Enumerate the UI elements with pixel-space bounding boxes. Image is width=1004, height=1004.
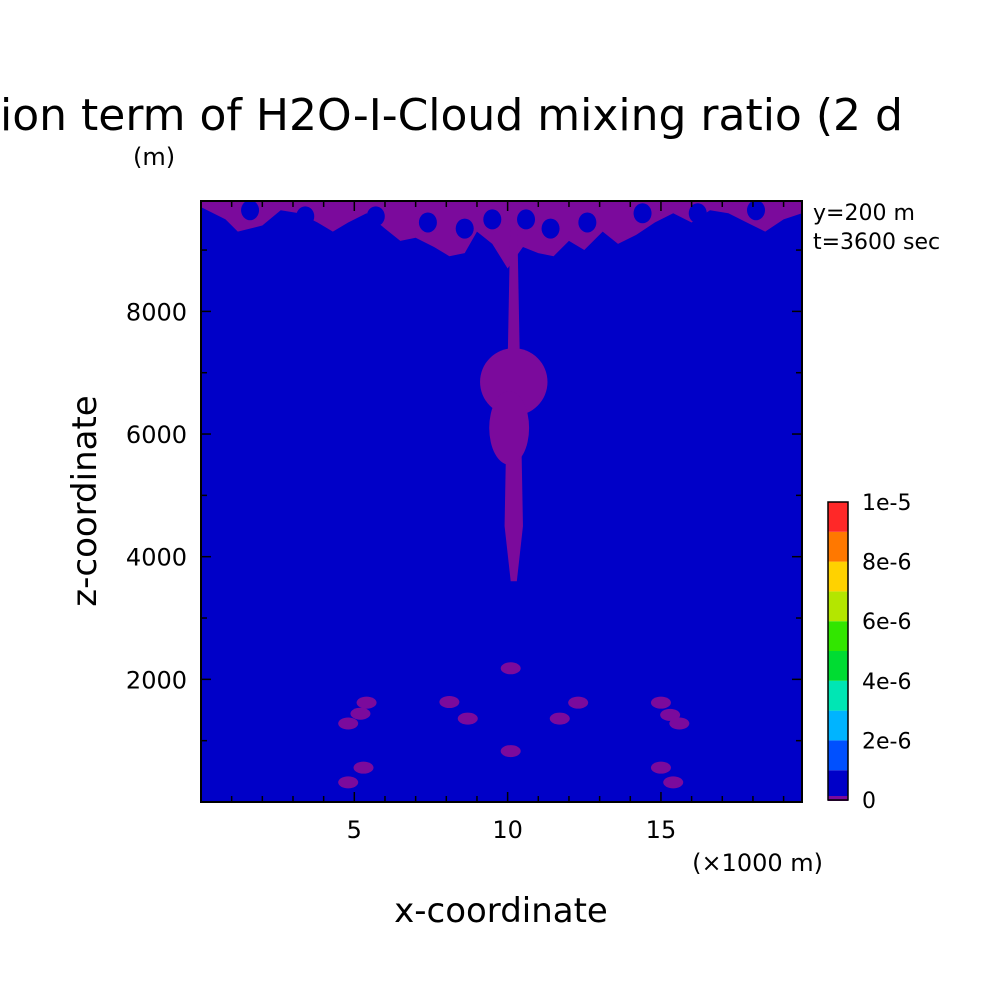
contour-patch bbox=[457, 712, 478, 725]
x-axis-label: x-coordinate bbox=[394, 891, 608, 931]
y-axis-label: z-coordinate bbox=[65, 395, 105, 606]
colorbar-underflow bbox=[828, 796, 848, 801]
colorbar-segment bbox=[828, 531, 848, 562]
colorbar-label: 8e-6 bbox=[862, 551, 911, 576]
contour-patch bbox=[650, 761, 671, 774]
title-unit: (m) bbox=[133, 143, 175, 171]
contour-gap bbox=[241, 201, 260, 221]
contour-region-column-bulge-upper bbox=[480, 348, 548, 416]
chart-title: ion term of H2O-I-Cloud mixing ratio (2 … bbox=[0, 90, 903, 141]
colorbar-segment bbox=[828, 591, 848, 622]
contour-patch bbox=[353, 761, 374, 774]
contour-patch bbox=[338, 717, 359, 730]
annotation-y: y=200 m bbox=[813, 201, 915, 226]
colorbar-label: 1e-5 bbox=[862, 491, 911, 516]
colorbar-label: 6e-6 bbox=[862, 610, 911, 635]
colorbar-segment bbox=[828, 710, 848, 741]
contour-gap bbox=[455, 218, 474, 239]
contour-gap bbox=[418, 212, 437, 233]
contour-patch bbox=[669, 717, 690, 730]
contour-patch bbox=[568, 696, 589, 709]
colorbar-segment bbox=[828, 651, 848, 681]
y-tick-label: 2000 bbox=[126, 666, 187, 694]
contour-patch bbox=[663, 776, 684, 789]
x-axis-ticks: 5 10 15 bbox=[230, 201, 785, 844]
contour-patch bbox=[350, 707, 371, 720]
contour-gap bbox=[541, 218, 560, 239]
colorbar-segment bbox=[828, 740, 848, 771]
x-tick-label: 10 bbox=[492, 816, 523, 844]
contour-region-column-bulge-mid bbox=[489, 391, 530, 465]
colorbar-label: 2e-6 bbox=[862, 729, 911, 754]
colorbar-segment bbox=[828, 770, 848, 800]
contour-patch bbox=[549, 712, 570, 725]
contour-patch bbox=[338, 776, 359, 789]
colorbar-segment bbox=[828, 680, 848, 711]
colorbar: 0 2e-6 4e-6 6e-6 8e-6 1e-5 bbox=[827, 491, 911, 814]
contour-patch bbox=[439, 696, 460, 709]
contour-gap bbox=[517, 209, 536, 230]
y-tick-label: 8000 bbox=[126, 298, 187, 326]
contour-gap bbox=[747, 201, 766, 221]
contour-gap bbox=[688, 203, 707, 224]
contour-patch bbox=[650, 696, 671, 709]
y-axis-ticks: 2000 4000 6000 8000 bbox=[126, 249, 802, 742]
colorbar-segment bbox=[828, 502, 848, 532]
annotation-t: t=3600 sec bbox=[813, 230, 940, 255]
contour-gap bbox=[296, 206, 315, 227]
colorbar-frame bbox=[827, 501, 849, 801]
contour-patch bbox=[500, 662, 521, 675]
colorbar-label: 0 bbox=[862, 789, 876, 814]
colorbar-segment bbox=[828, 561, 848, 592]
colorbar-segment bbox=[828, 621, 848, 651]
contour-patch bbox=[356, 696, 377, 709]
colorbar-label: 4e-6 bbox=[862, 670, 911, 695]
x-tick-label: 15 bbox=[646, 816, 677, 844]
x-tick-label: 5 bbox=[347, 816, 362, 844]
y-tick-label: 6000 bbox=[126, 421, 187, 449]
plot-background bbox=[201, 201, 802, 802]
x-axis-unit: (×1000 m) bbox=[692, 849, 823, 877]
y-tick-label: 4000 bbox=[126, 544, 187, 572]
contour-gap bbox=[633, 203, 652, 224]
contour-patch bbox=[660, 708, 681, 721]
contour-field bbox=[201, 201, 802, 789]
contour-patch bbox=[500, 745, 521, 758]
plot-frame bbox=[200, 200, 803, 803]
contour-gap bbox=[578, 212, 597, 233]
contour-gap bbox=[366, 206, 385, 227]
contour-region-upper-band bbox=[201, 201, 802, 269]
contour-gap bbox=[483, 209, 502, 230]
